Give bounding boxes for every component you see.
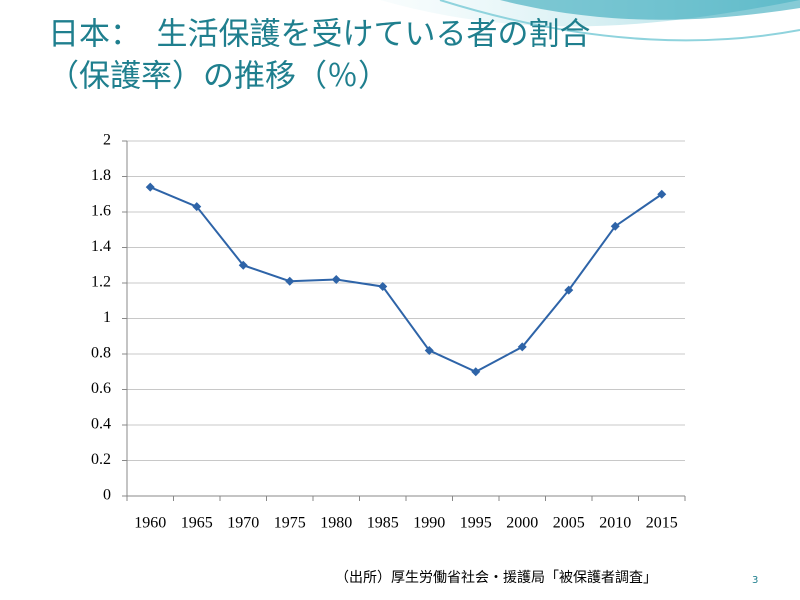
- x-tick-label: 1960: [134, 515, 166, 532]
- slide-number: 3: [752, 575, 758, 586]
- marker: [192, 202, 202, 212]
- y-tick-label: 0.2: [91, 451, 111, 468]
- y-tick-label: 2: [103, 132, 111, 149]
- marker: [471, 367, 481, 377]
- y-tick-label: 1: [103, 309, 111, 326]
- y-tick-label: 1.2: [91, 274, 111, 291]
- x-tick-label: 1990: [413, 515, 445, 532]
- marker: [331, 274, 341, 284]
- marker: [657, 189, 667, 199]
- marker: [145, 182, 155, 192]
- marker: [285, 276, 295, 286]
- y-tick-label: 0.6: [91, 380, 111, 397]
- x-tick-label: 1980: [320, 515, 352, 532]
- x-tick-label: 1965: [181, 515, 213, 532]
- x-tick-label: 1995: [460, 515, 492, 532]
- y-tick-label: 1.4: [91, 238, 111, 255]
- marker: [610, 221, 620, 231]
- y-tick-label: 1.8: [91, 167, 111, 184]
- y-tick-label: 0.4: [91, 416, 111, 433]
- x-tick-label: 2010: [599, 515, 631, 532]
- source-note: （出所）厚生労働省社会・援護局「被保護者調査」: [335, 570, 657, 586]
- x-tick-label: 1985: [367, 515, 399, 532]
- x-tick-label: 2015: [646, 515, 678, 532]
- marker: [564, 285, 574, 295]
- y-tick-label: 1.6: [91, 203, 111, 220]
- x-tick-label: 2005: [553, 515, 585, 532]
- marker: [238, 260, 248, 270]
- x-tick-label: 1970: [227, 515, 259, 532]
- y-tick-label: 0: [103, 487, 111, 504]
- series-line: [149, 186, 663, 373]
- decoration: [380, 0, 800, 42]
- y-tick-label: 0.8: [91, 345, 111, 362]
- marker: [517, 342, 527, 352]
- title-line: 日本： 生活保護を受けている者の割合: [48, 17, 591, 53]
- marker: [378, 282, 388, 292]
- marker: [424, 345, 434, 355]
- x-tick-label: 2000: [506, 515, 538, 532]
- x-tick-label: 1975: [274, 515, 306, 532]
- title-line: （保護率）の推移（％）: [48, 59, 389, 95]
